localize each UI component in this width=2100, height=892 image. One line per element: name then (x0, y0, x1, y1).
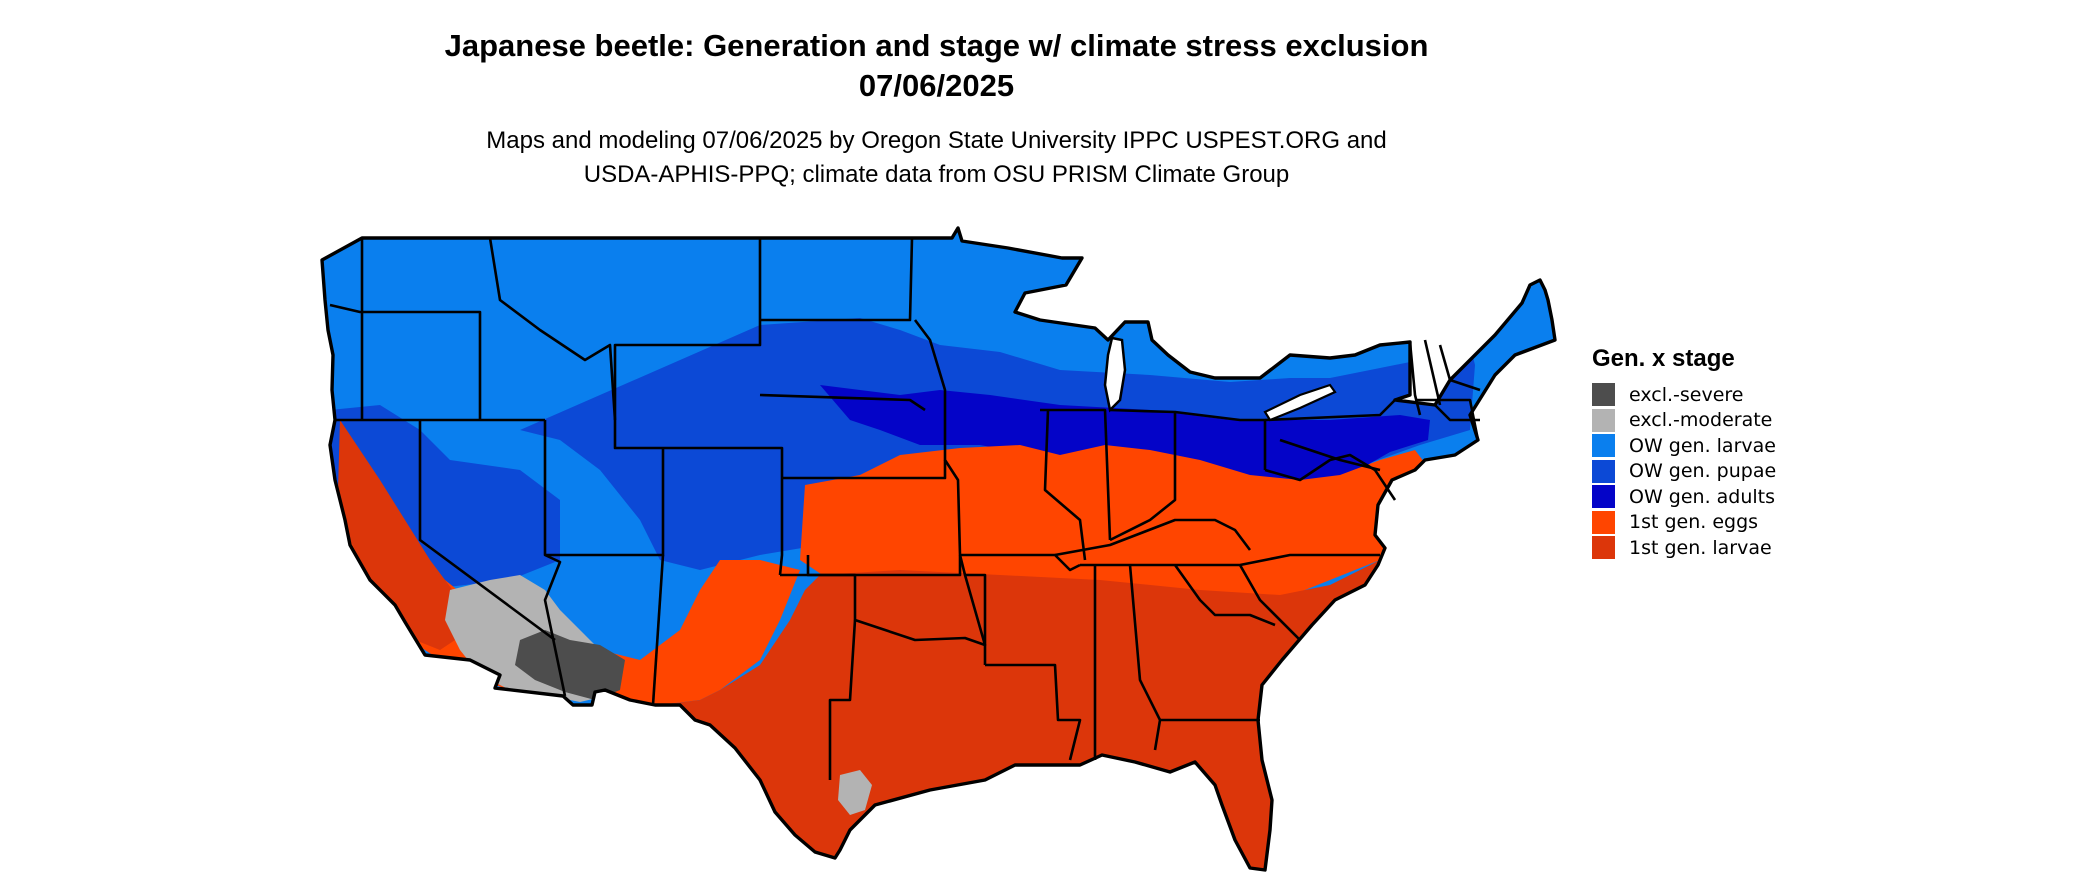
legend-swatch (1592, 485, 1615, 509)
legend-item: OW gen. adults (1592, 484, 1776, 510)
state-boundary-line (760, 237, 914, 322)
lake-erie (1263, 383, 1337, 422)
legend-item: OW gen. pupae (1592, 459, 1776, 485)
legend-swatch (1592, 536, 1615, 560)
legend-item: excl.-severe (1592, 382, 1776, 408)
state-boundary-line (418, 420, 556, 642)
great-lakes (1103, 336, 1337, 422)
map-subtitle-line-2: USDA-APHIS-PPQ; climate data from OSU PR… (583, 161, 1290, 188)
state-boundary-line (651, 554, 665, 706)
legend-label: excl.-severe (1629, 383, 1744, 406)
state-boundary-line (613, 238, 762, 450)
zone-1st-gen-larvae-california (338, 420, 470, 650)
zone-ow-adults (820, 385, 1430, 500)
state-boundary-line (543, 420, 567, 697)
state-boundary-line (828, 619, 857, 780)
legend-items: excl.-severe excl.-moderate OW gen. larv… (1592, 382, 1776, 561)
legend-item: 1st gen. larvae (1592, 535, 1776, 561)
legend-label: excl.-moderate (1629, 409, 1773, 432)
stage-fill-layer (322, 228, 1555, 870)
state-boundary-line (1080, 553, 1380, 567)
state-boundary-line (1279, 438, 1381, 472)
state-boundary-line (1173, 564, 1276, 627)
legend-label: OW gen. pupae (1629, 460, 1777, 483)
legend-item: excl.-moderate (1592, 408, 1776, 434)
legend-swatch (1592, 434, 1615, 458)
map-subtitle: Maps and modeling 07/06/2025 by Oregon S… (0, 124, 1873, 192)
state-boundary-line (1238, 564, 1301, 641)
state-boundary-line (1264, 399, 1396, 422)
zone-excl-moderate-texas (838, 770, 872, 815)
map-title-line-1: Japanese beetle: Generation and stage w/… (444, 28, 1429, 63)
map-title: Japanese beetle: Generation and stage w/… (0, 26, 1873, 106)
state-boundary-line (1128, 564, 1162, 751)
state-boundary-line (1174, 410, 1267, 470)
state-boundary-line (488, 237, 617, 421)
state-boundary-line (1423, 339, 1442, 406)
legend-label: OW gen. larvae (1629, 434, 1776, 457)
state-boundary-line (329, 303, 482, 420)
legend-item: OW gen. larvae (1592, 433, 1776, 459)
state-boundary-line (985, 663, 1082, 761)
map-subtitle-line-1: Maps and modeling 07/06/2025 by Oregon S… (486, 127, 1387, 154)
legend-label: 1st gen. eggs (1629, 511, 1759, 534)
legend-swatch (1592, 383, 1615, 407)
state-boundary-line (1054, 518, 1252, 557)
state-boundary-line (663, 446, 784, 576)
us-national-outline (320, 226, 1557, 872)
state-boundary-line (958, 554, 987, 665)
state-boundary-line (1040, 408, 1112, 541)
legend-label: 1st gen. larvae (1629, 536, 1772, 559)
legend-item: 1st gen. eggs (1592, 510, 1776, 536)
state-boundary-line (1264, 453, 1397, 501)
legend-swatch (1592, 510, 1615, 534)
legend-label: OW gen. adults (1629, 485, 1776, 508)
state-boundaries (329, 237, 1481, 780)
state-boundary-line (782, 460, 947, 480)
legend: Gen. x stage excl.-severe excl.-moderate… (1592, 344, 1776, 561)
map-title-line-2: 07/06/2025 (858, 68, 1015, 103)
state-boundary-line (759, 393, 926, 412)
legend-swatch (1592, 408, 1615, 432)
state-boundary-line (1109, 408, 1177, 542)
state-boundary-line (1043, 409, 1087, 561)
lake-michigan (1103, 336, 1127, 413)
state-boundary-line (913, 319, 962, 556)
zone-excl-severe (515, 630, 625, 700)
legend-title: Gen. x stage (1592, 345, 1735, 372)
legend-swatch (1592, 459, 1615, 483)
